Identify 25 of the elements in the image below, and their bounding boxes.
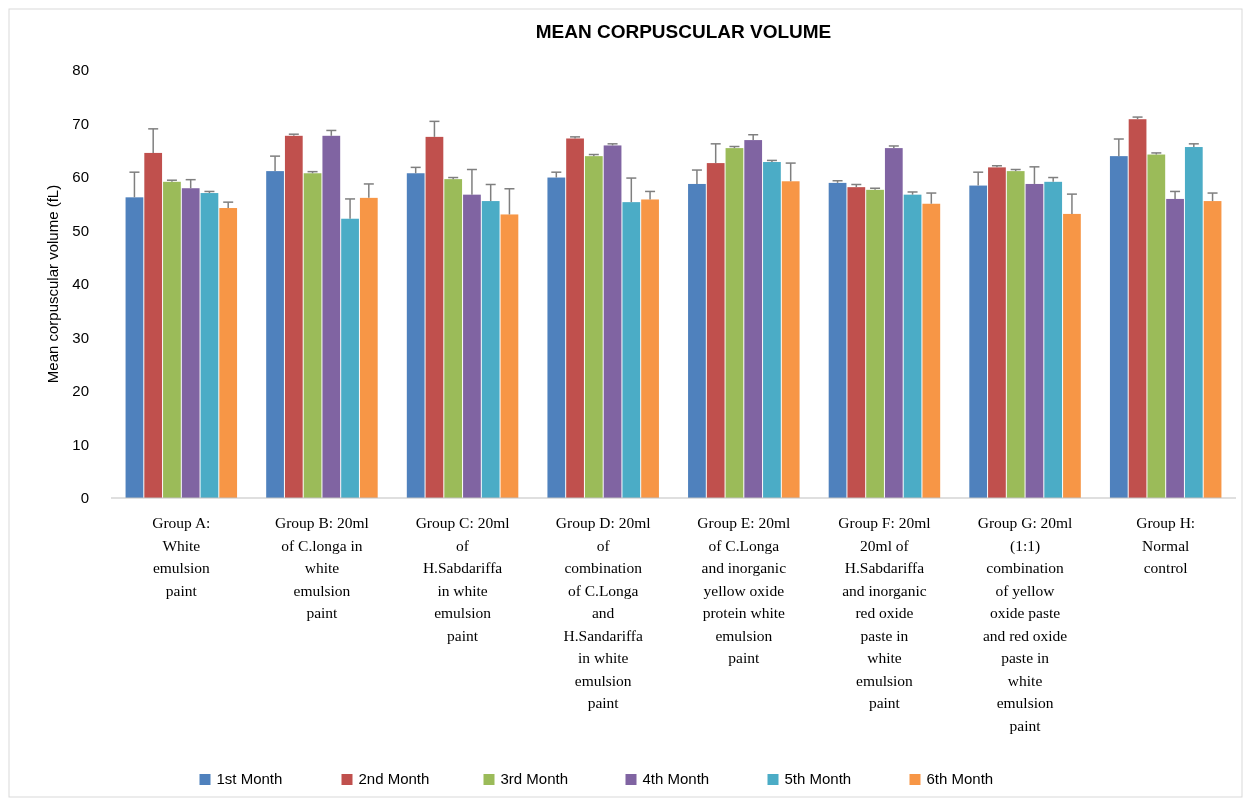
y-axis-title: Mean corpuscular volume (fL) (44, 184, 61, 384)
legend-label: 1st Month (216, 770, 283, 787)
y-tick-label: 50 (72, 221, 89, 239)
category-label: Group F: 20ml 20ml of H.Sabdariffa and inorganic red oxide paste in white emulsion paint (838, 514, 931, 711)
legend-label: 5th Month (784, 770, 852, 787)
y-tick-label: 20 (72, 382, 89, 400)
x-tick-label: Group H: Normal control (1136, 514, 1196, 576)
x-tick-label: Group C: 20ml of H.Sabdariffa in white emulsion paint (415, 514, 510, 644)
legend-label: 6th Month (926, 770, 994, 787)
y-tick-label: 10 (72, 435, 89, 453)
category-label: Group D: 20ml of combination of C.Longa and H.Sandariffa in white emulsion paint (555, 514, 651, 711)
y-tick-label: 30 (72, 328, 89, 346)
chart-title: MEAN CORPUSCULAR VOLUME (535, 21, 832, 42)
y-tick-label: 0 (80, 489, 89, 507)
legend-label: 2nd Month (358, 770, 430, 787)
y-tick-label: 70 (72, 114, 89, 132)
legend-label: 4th Month (642, 770, 710, 787)
category-label: Group G: 20ml (1:1) combination of yellow oxide paste and red oxide paste in white emulsion paint (977, 514, 1073, 734)
x-tick-label: Group B: 20ml of C.longa in white emulsion paint (275, 514, 369, 621)
legend-label: 3rd Month (500, 770, 569, 787)
y-tick-label: 60 (72, 168, 89, 186)
x-tick-label: Group A: White emulsion paint (152, 514, 211, 599)
y-tick-label: 80 (72, 61, 89, 79)
y-tick-label: 40 (72, 275, 89, 293)
x-tick-label: Group E: 20ml of C.Longa and inorganic yellow oxide protein white emulsion paint (697, 514, 791, 666)
